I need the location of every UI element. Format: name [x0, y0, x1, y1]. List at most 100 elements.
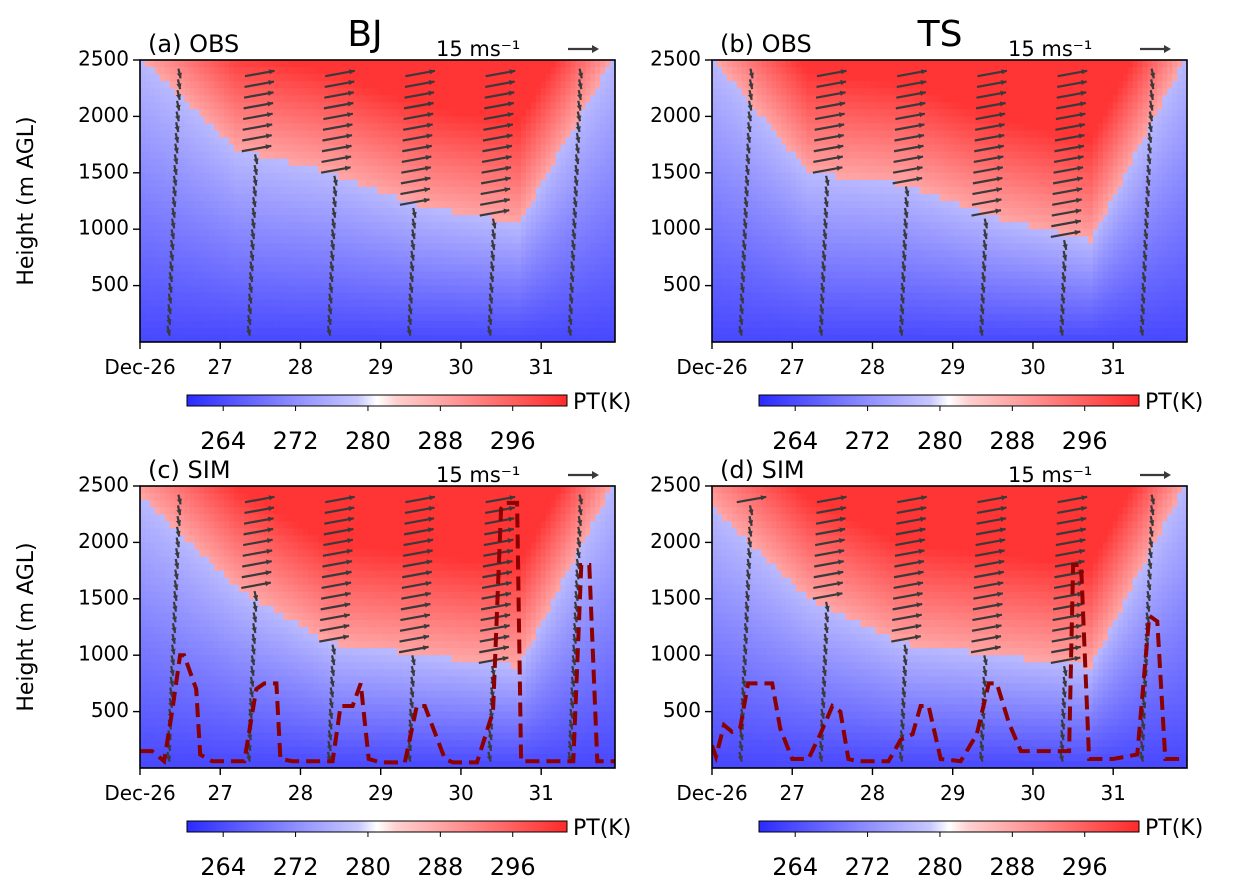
- pt-cell: [751, 88, 758, 96]
- pt-cell: [214, 88, 220, 96]
- pt-cell: [721, 271, 728, 280]
- pt-cell: [441, 229, 448, 237]
- pt-cell: [525, 201, 532, 209]
- pt-cell: [293, 264, 299, 273]
- pt-cell: [298, 320, 304, 329]
- pt-cell: [184, 306, 191, 315]
- pt-cell: [159, 292, 166, 301]
- wind-arrow-head: [267, 90, 274, 96]
- pt-cell: [736, 278, 743, 287]
- pt-cell: [580, 306, 586, 315]
- pt-cell: [273, 257, 280, 266]
- pt-cell: [570, 130, 577, 139]
- pt-cell: [308, 67, 314, 75]
- pt-cell: [471, 215, 478, 223]
- pt-cell: [422, 95, 428, 103]
- pt-cell: [263, 292, 270, 301]
- pt-cell: [585, 236, 591, 244]
- pt-cell: [736, 236, 743, 244]
- pt-cell: [736, 250, 743, 258]
- pt-cell: [204, 186, 210, 195]
- pt-cell: [471, 172, 478, 181]
- pt-cell: [810, 137, 817, 146]
- pt-cell: [140, 95, 146, 103]
- pt-cell: [159, 165, 166, 174]
- pt-cell: [550, 151, 557, 160]
- pt-cell: [525, 271, 532, 280]
- pt-cell: [377, 306, 384, 315]
- pt-cell: [298, 151, 304, 160]
- pt-cell: [219, 81, 225, 89]
- pt-cell: [179, 67, 186, 75]
- pt-cell: [303, 60, 309, 68]
- pt-cell: [741, 144, 748, 153]
- pt-cell: [219, 179, 225, 188]
- pt-cell: [476, 292, 483, 301]
- pt-cell: [731, 327, 738, 336]
- pt-cell: [781, 81, 787, 89]
- pt-cell: [716, 165, 723, 174]
- pt-cell: [810, 88, 817, 96]
- pt-cell: [288, 193, 294, 202]
- pt-cell: [313, 264, 319, 273]
- pt-cell: [332, 243, 339, 251]
- pt-cell: [721, 186, 728, 195]
- pt-cell: [342, 109, 349, 117]
- pt-cell: [491, 306, 497, 315]
- pt-cell: [323, 165, 329, 174]
- pt-cell: [224, 229, 230, 237]
- pt-cell: [362, 151, 369, 160]
- pt-cell: [253, 306, 260, 315]
- pt-cell: [382, 165, 388, 174]
- pt-cell: [585, 116, 591, 125]
- pt-cell: [243, 222, 250, 230]
- pt-cell: [397, 165, 403, 174]
- pt-cell: [189, 123, 196, 132]
- pt-cell: [545, 257, 552, 266]
- pt-cell: [367, 299, 374, 308]
- pt-cell: [308, 313, 314, 322]
- pt-cell: [736, 186, 743, 195]
- pt-cell: [550, 313, 557, 322]
- pt-cell: [530, 313, 537, 322]
- pt-cell: [486, 88, 492, 96]
- pt-cell: [506, 172, 512, 181]
- pt-cell: [273, 193, 280, 202]
- pt-cell: [786, 193, 792, 202]
- pt-cell: [407, 250, 413, 258]
- pt-cell: [140, 201, 146, 209]
- pt-cell: [550, 201, 557, 209]
- pt-cell: [540, 179, 547, 188]
- pt-cell: [436, 130, 443, 139]
- pt-cell: [234, 320, 240, 329]
- pt-cell: [756, 95, 763, 103]
- pt-cell: [530, 208, 537, 216]
- pt-cell: [525, 320, 532, 329]
- pt-cell: [736, 144, 743, 153]
- pt-cell: [731, 193, 738, 202]
- pt-cell: [781, 186, 787, 195]
- pt-cell: [516, 74, 522, 82]
- pt-cell: [801, 264, 807, 273]
- pt-cell: [426, 186, 433, 195]
- pt-cell: [372, 264, 379, 273]
- pt-cell: [253, 109, 260, 117]
- pt-cell: [194, 109, 200, 117]
- pt-cell: [164, 285, 171, 294]
- pt-cell: [298, 67, 304, 75]
- pt-cell: [756, 158, 763, 167]
- pt-cell: [590, 201, 596, 209]
- pt-cell: [184, 123, 191, 132]
- pt-cell: [149, 165, 156, 174]
- pt-cell: [387, 271, 393, 280]
- wind-arrow-head: [487, 319, 493, 325]
- pt-cell: [585, 313, 591, 322]
- pt-cell: [387, 186, 393, 195]
- pt-cell: [600, 208, 606, 216]
- pt-cell: [412, 327, 418, 336]
- pt-cell: [273, 236, 280, 244]
- pt-cell: [570, 186, 577, 195]
- wind-arrow-head: [166, 308, 172, 315]
- pt-cell: [323, 102, 329, 110]
- pt-cell: [476, 179, 483, 188]
